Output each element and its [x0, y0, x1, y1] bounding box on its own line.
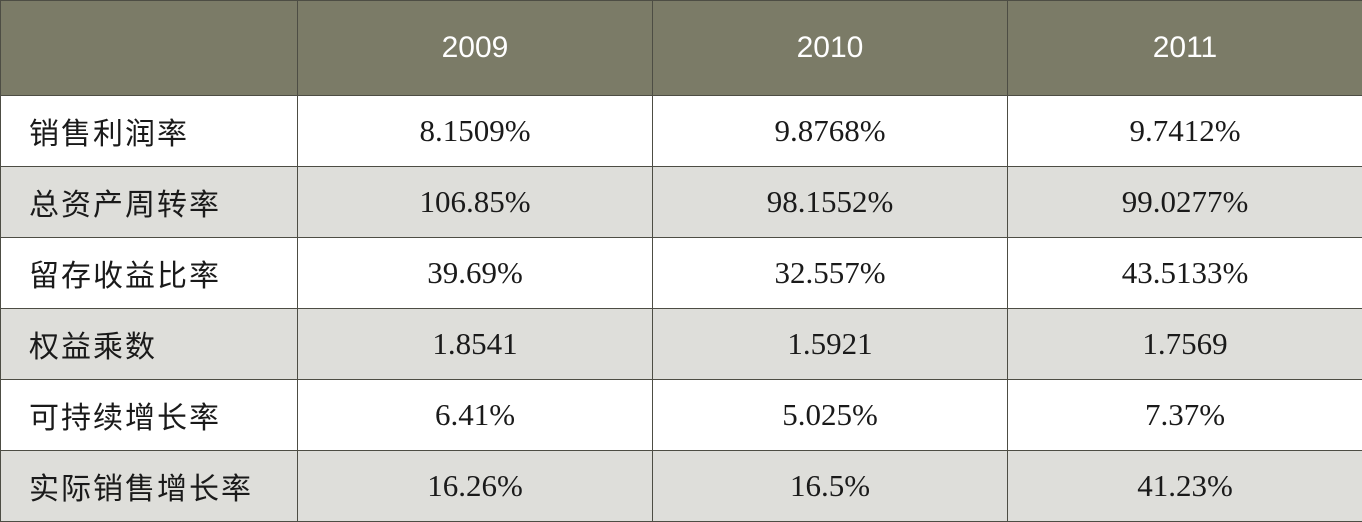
table-row: 总资产周转率 106.85% 98.1552% 99.0277%: [1, 167, 1362, 238]
table-row: 实际销售增长率 16.26% 16.5% 41.23%: [1, 451, 1362, 522]
table-row: 留存收益比率 39.69% 32.557% 43.5133%: [1, 238, 1362, 309]
value-cell: 32.557%: [653, 238, 1008, 309]
value-cell: 41.23%: [1008, 451, 1362, 522]
value-cell: 43.5133%: [1008, 238, 1362, 309]
row-label: 实际销售增长率: [1, 451, 298, 522]
table-row: 可持续增长率 6.41% 5.025% 7.37%: [1, 380, 1362, 451]
value-cell: 7.37%: [1008, 380, 1362, 451]
value-cell: 9.7412%: [1008, 96, 1362, 167]
value-cell: 16.26%: [298, 451, 653, 522]
value-cell: 99.0277%: [1008, 167, 1362, 238]
value-cell: 1.5921: [653, 309, 1008, 380]
value-cell: 1.7569: [1008, 309, 1362, 380]
column-header-2009: 2009: [298, 1, 653, 96]
column-header-2010: 2010: [653, 1, 1008, 96]
row-label: 销售利润率: [1, 96, 298, 167]
table-row: 权益乘数 1.8541 1.5921 1.7569: [1, 309, 1362, 380]
value-cell: 6.41%: [298, 380, 653, 451]
value-cell: 1.8541: [298, 309, 653, 380]
value-cell: 9.8768%: [653, 96, 1008, 167]
table-row: 销售利润率 8.1509% 9.8768% 9.7412%: [1, 96, 1362, 167]
row-label: 留存收益比率: [1, 238, 298, 309]
value-cell: 5.025%: [653, 380, 1008, 451]
column-header-2011: 2011: [1008, 1, 1362, 96]
value-cell: 98.1552%: [653, 167, 1008, 238]
header-row: 2009 2010 2011: [1, 1, 1362, 96]
row-label: 可持续增长率: [1, 380, 298, 451]
value-cell: 16.5%: [653, 451, 1008, 522]
value-cell: 8.1509%: [298, 96, 653, 167]
row-label: 权益乘数: [1, 309, 298, 380]
value-cell: 39.69%: [298, 238, 653, 309]
row-label: 总资产周转率: [1, 167, 298, 238]
header-corner-cell: [1, 1, 298, 96]
value-cell: 106.85%: [298, 167, 653, 238]
